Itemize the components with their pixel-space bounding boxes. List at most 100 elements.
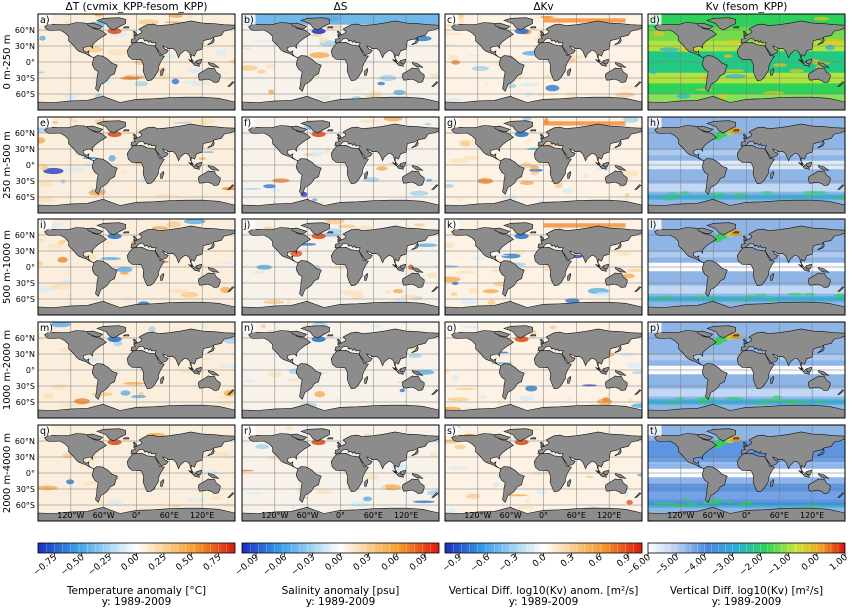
land-britain [539,30,545,36]
anomaly-patch [169,288,189,294]
land-eurasia [334,20,439,63]
map-panel: l) [647,218,846,316]
colorbar: −0.09 −0.06 −0.03 0.00 0.03 0.06 0.09 Salinity … [233,542,440,608]
panel-letter-box [242,14,256,25]
map-panel: e) 60°N 30°N 0° 30°S 60°S [15,116,236,214]
land-australia [604,272,628,288]
anomaly-patch [314,489,334,495]
panel-letter: j) [243,220,250,231]
field-patch [783,400,800,403]
anomaly-patch [188,497,205,502]
anomaly-patch [445,276,461,283]
field-patch [755,293,768,297]
anomaly-patch [415,243,438,247]
land-antarctica [445,403,642,418]
panel-letter-box [648,14,662,25]
anomaly-patch [399,388,405,393]
panel-letter: g) [447,118,457,129]
land-indonesia [392,162,404,170]
land-britain [539,338,545,344]
land-africa [126,452,165,493]
anomaly-patch [166,54,177,59]
map-panel: h) [647,116,846,214]
land-eurasia [130,20,235,63]
anomaly-patch [424,123,432,126]
land-britain [336,441,342,447]
land-borneo [195,263,202,270]
land-madagascar [770,375,775,384]
anomaly-patch [219,364,235,369]
colorbar-tick-label: 1.00 [828,552,850,573]
anomaly-patch [626,500,633,505]
land-africa [330,349,369,390]
anomaly-patch [381,485,387,491]
anomaly-patch [429,73,439,78]
anomaly-patch [627,269,642,272]
land-antarctica [242,506,439,521]
field-patch [708,192,726,196]
anomaly-patch [445,43,456,46]
anomaly-patch [545,84,560,92]
land-japan [817,37,825,46]
anomaly-patch [492,268,499,273]
field-patch [731,297,739,301]
colorbar-tick-label: −4.00 [682,552,710,578]
land-iceland [529,334,537,337]
anomaly-patch [125,296,131,301]
colorbar-tick-label: 0.00 [800,552,822,573]
land-japan [411,345,419,354]
panel-letter: t) [650,426,657,437]
colorbar-tick-label: −0.03 [290,553,318,578]
panel-frame [241,218,440,316]
land-newguinea [411,267,424,273]
anomaly-patch [455,388,477,390]
map-panels: a) 60°N 30°N 0° 30°S 60°S b) c) d) e) 60°N 30°N 0° 30… [15,13,846,522]
land-antarctica [38,198,235,213]
land-antarctica [242,95,439,110]
land-indonesia [798,59,810,67]
lat-tick-label: 0° [26,263,35,272]
anomaly-patch [451,375,460,382]
anomaly-patch [543,121,626,126]
land-baffin [696,433,714,441]
anomaly-patch [60,179,66,184]
anomaly-patch [347,89,362,91]
anomaly-patch [462,155,480,161]
land-borneo [805,366,812,373]
panel-letter-box [445,219,459,230]
land-newguinea [411,473,424,479]
field-patch [694,295,707,299]
land-samerica [701,466,728,503]
land-samerica [498,466,525,503]
field-patch [668,402,679,406]
land-japan [207,140,215,149]
anomaly-patch [554,182,563,189]
land-australia [807,272,831,288]
panel-letter-box [648,117,662,128]
land-samerica [498,158,525,195]
land-newguinea [817,267,830,273]
land-baffin [493,330,511,338]
colorbar-tick-label: −0.9 [441,552,464,574]
lon-tick-label: 0° [132,511,141,520]
land-japan [817,345,825,354]
land-greenland [300,120,330,134]
field-patch [658,295,673,299]
anomaly-patch [337,224,356,229]
panel-letter-box [648,322,662,333]
panel-frame [37,321,236,419]
anomaly-patch [285,378,306,382]
land-baffin [493,125,511,133]
land-britain [336,235,342,241]
map-panel: k) [444,218,643,316]
land-iceland [122,129,130,132]
land-newguinea [207,370,220,376]
row-label: 0 m-250 m [2,35,13,90]
land-australia [197,375,221,391]
land-newguinea [614,370,627,376]
land-iceland [122,231,130,234]
land-samerica [91,260,118,297]
land-africa [330,246,369,287]
land-baffin [86,125,104,133]
anomaly-patch [482,289,499,294]
